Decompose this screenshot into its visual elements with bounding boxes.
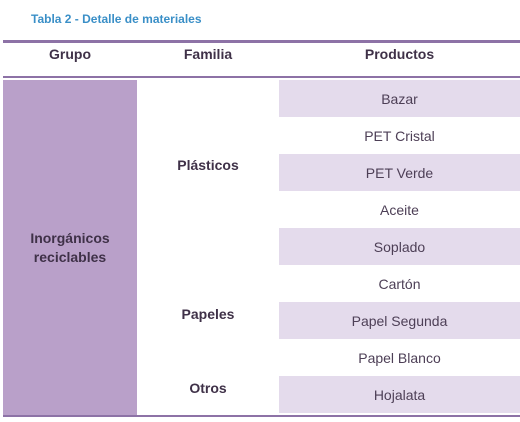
product-row-aceite: Aceite xyxy=(380,201,419,218)
product-row-papel-blanco: Papel Blanco xyxy=(358,349,441,366)
materials-table: Grupo Familia Productos Inorgánicos reci… xyxy=(3,40,520,418)
table-caption: Tabla 2 - Detalle de materiales xyxy=(31,12,202,26)
bottom-rule xyxy=(3,415,520,417)
header-grupo: Grupo xyxy=(49,46,91,62)
top-rule xyxy=(3,40,520,43)
group-label-line1: Inorgánicos xyxy=(30,229,110,246)
product-row-pet-verde: PET Verde xyxy=(279,154,520,191)
product-row-carton: Cartón xyxy=(378,275,421,292)
product-row-soplado: Soplado xyxy=(279,228,520,265)
product-row-bazar: Bazar xyxy=(279,80,520,117)
header-familia: Familia xyxy=(183,46,233,62)
header-productos: Productos xyxy=(364,46,435,62)
familia-plasticos: Plásticos xyxy=(177,157,239,173)
group-label: Inorgánicos reciclables xyxy=(15,229,125,267)
familia-papeles: Papeles xyxy=(181,306,235,322)
group-cell: Inorgánicos reciclables xyxy=(3,80,137,415)
header-rule xyxy=(3,76,520,78)
familia-otros: Otros xyxy=(189,380,227,396)
group-label-line2: reciclables xyxy=(33,248,107,265)
product-row-papel-segunda: Papel Segunda xyxy=(279,302,520,339)
product-row-hojalata: Hojalata xyxy=(279,376,520,413)
product-row-pet-cristal: PET Cristal xyxy=(364,127,435,144)
